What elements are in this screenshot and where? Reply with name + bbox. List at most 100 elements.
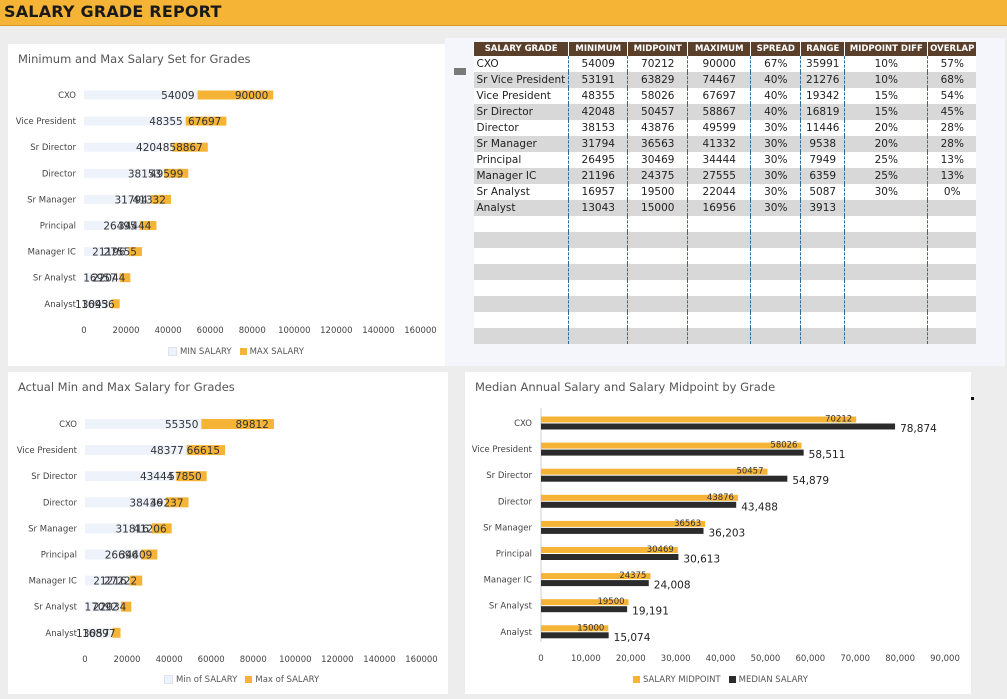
- table-cell[interactable]: [568, 312, 628, 328]
- table-cell[interactable]: 30%: [750, 168, 801, 184]
- table-cell[interactable]: 28%: [927, 136, 977, 152]
- table-cell[interactable]: 30%: [750, 136, 801, 152]
- table-cell[interactable]: [844, 264, 928, 280]
- table-cell[interactable]: [750, 280, 801, 296]
- table-cell[interactable]: [687, 216, 751, 232]
- table-cell[interactable]: 30%: [750, 120, 801, 136]
- table-cell[interactable]: 3913: [800, 200, 845, 216]
- table-cell[interactable]: 57%: [927, 56, 977, 72]
- table-cell[interactable]: [800, 248, 845, 264]
- table-cell[interactable]: Analyst: [473, 200, 569, 216]
- table-cell[interactable]: [927, 280, 977, 296]
- table-cell[interactable]: 38153: [568, 120, 628, 136]
- table-cell[interactable]: 53191: [568, 72, 628, 88]
- table-cell[interactable]: 15%: [844, 88, 928, 104]
- table-cell[interactable]: [927, 200, 977, 216]
- table-cell[interactable]: 40%: [750, 72, 801, 88]
- table-cell[interactable]: Sr Analyst: [473, 184, 569, 200]
- table-cell[interactable]: [568, 296, 628, 312]
- table-cell[interactable]: [473, 248, 569, 264]
- table-cell[interactable]: 25%: [844, 168, 928, 184]
- table-cell[interactable]: [927, 232, 977, 248]
- table-cell[interactable]: 40%: [750, 88, 801, 104]
- table-cell[interactable]: 68%: [927, 72, 977, 88]
- table-cell[interactable]: [844, 328, 928, 344]
- table-cell[interactable]: 27555: [687, 168, 751, 184]
- table-cell[interactable]: [927, 296, 977, 312]
- table-cell[interactable]: [927, 312, 977, 328]
- table-cell[interactable]: [750, 264, 801, 280]
- table-cell[interactable]: [568, 280, 628, 296]
- table-cell[interactable]: 42048: [568, 104, 628, 120]
- table-cell[interactable]: [927, 248, 977, 264]
- table-cell[interactable]: [750, 328, 801, 344]
- table-cell[interactable]: [800, 296, 845, 312]
- table-cell[interactable]: Manager IC: [473, 168, 569, 184]
- table-cell[interactable]: [627, 264, 688, 280]
- table-cell[interactable]: [473, 312, 569, 328]
- table-cell[interactable]: 74467: [687, 72, 751, 88]
- table-cell[interactable]: 70212: [627, 56, 688, 72]
- table-cell[interactable]: 36563: [627, 136, 688, 152]
- table-cell[interactable]: 90000: [687, 56, 751, 72]
- table-cell[interactable]: [844, 200, 928, 216]
- table-cell[interactable]: 30469: [627, 152, 688, 168]
- table-cell[interactable]: 5087: [800, 184, 845, 200]
- table-cell[interactable]: Sr Director: [473, 104, 569, 120]
- table-cell[interactable]: [750, 232, 801, 248]
- table-cell[interactable]: [687, 328, 751, 344]
- table-cell[interactable]: 20%: [844, 136, 928, 152]
- table-cell[interactable]: [568, 232, 628, 248]
- table-cell[interactable]: [627, 328, 688, 344]
- table-cell[interactable]: 43876: [627, 120, 688, 136]
- table-cell[interactable]: 67%: [750, 56, 801, 72]
- table-cell[interactable]: [844, 280, 928, 296]
- table-cell[interactable]: CXO: [473, 56, 569, 72]
- table-cell[interactable]: [800, 328, 845, 344]
- table-cell[interactable]: [800, 280, 845, 296]
- table-cell[interactable]: [473, 264, 569, 280]
- table-cell[interactable]: 6359: [800, 168, 845, 184]
- table-cell[interactable]: 35991: [800, 56, 845, 72]
- table-cell[interactable]: [687, 312, 751, 328]
- table-cell[interactable]: [568, 264, 628, 280]
- table-cell[interactable]: [473, 280, 569, 296]
- table-cell[interactable]: 30%: [750, 152, 801, 168]
- table-cell[interactable]: [844, 248, 928, 264]
- table-cell[interactable]: [568, 216, 628, 232]
- table-cell[interactable]: [800, 312, 845, 328]
- table-cell[interactable]: [627, 280, 688, 296]
- table-cell[interactable]: [687, 232, 751, 248]
- table-cell[interactable]: [750, 216, 801, 232]
- table-cell[interactable]: 9538: [800, 136, 845, 152]
- table-cell[interactable]: 54%: [927, 88, 977, 104]
- table-cell[interactable]: [927, 328, 977, 344]
- table-cell[interactable]: 16957: [568, 184, 628, 200]
- table-cell[interactable]: 13%: [927, 152, 977, 168]
- table-cell[interactable]: [627, 232, 688, 248]
- table-cell[interactable]: [627, 312, 688, 328]
- table-cell[interactable]: 10%: [844, 72, 928, 88]
- table-cell[interactable]: Vice President: [473, 88, 569, 104]
- table-cell[interactable]: [687, 280, 751, 296]
- table-cell[interactable]: 58867: [687, 104, 751, 120]
- table-cell[interactable]: [844, 232, 928, 248]
- table-cell[interactable]: [844, 296, 928, 312]
- table-cell[interactable]: 22044: [687, 184, 751, 200]
- table-cell[interactable]: 30%: [750, 184, 801, 200]
- table-cell[interactable]: 11446: [800, 120, 845, 136]
- table-cell[interactable]: 13%: [927, 168, 977, 184]
- table-cell[interactable]: Principal: [473, 152, 569, 168]
- table-cell[interactable]: 13043: [568, 200, 628, 216]
- table-cell[interactable]: 58026: [627, 88, 688, 104]
- table-cell[interactable]: [687, 264, 751, 280]
- table-cell[interactable]: 25%: [844, 152, 928, 168]
- table-cell[interactable]: Director: [473, 120, 569, 136]
- table-cell[interactable]: [687, 248, 751, 264]
- table-cell[interactable]: 19342: [800, 88, 845, 104]
- table-cell[interactable]: [627, 248, 688, 264]
- table-cell[interactable]: 30%: [750, 200, 801, 216]
- table-cell[interactable]: [568, 248, 628, 264]
- table-cell[interactable]: 7949: [800, 152, 845, 168]
- table-cell[interactable]: Sr Manager: [473, 136, 569, 152]
